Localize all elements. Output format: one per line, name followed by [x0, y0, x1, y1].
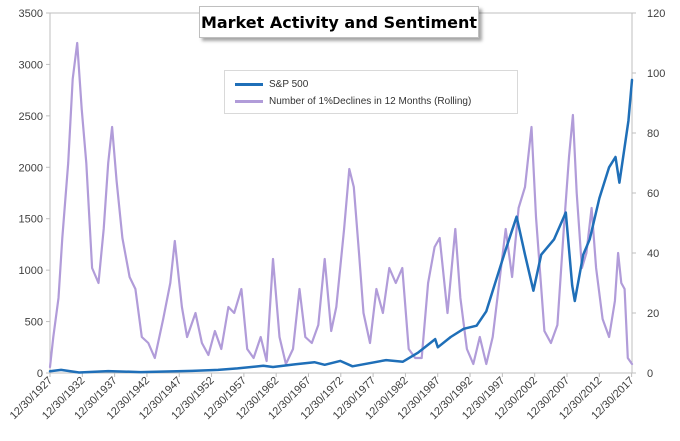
left-y-tick-label: 1500: [19, 214, 43, 226]
left-y-tick-label: 3500: [19, 8, 43, 20]
legend: S&P 500 Number of 1%Declines in 12 Month…: [224, 70, 518, 114]
legend-swatch-sp500: [235, 82, 263, 86]
chart-title: Market Activity and Sentiment: [200, 12, 478, 32]
legend-item-declines: Number of 1%Declines in 12 Months (Rolli…: [235, 94, 471, 108]
left-y-tick-label: 2500: [19, 111, 43, 123]
legend-label-sp500: S&P 500: [269, 78, 309, 90]
left-y-axis: 0 500 1000 1500 2000 2500 3000 3500: [19, 8, 50, 380]
left-y-tick-label: 3000: [19, 59, 43, 71]
right-y-tick-label: 60: [647, 188, 659, 200]
right-y-tick-label: 0: [647, 368, 653, 380]
right-y-tick-label: 80: [647, 128, 659, 140]
legend-swatch-declines: [235, 99, 263, 103]
left-y-tick-label: 0: [37, 368, 43, 380]
right-y-tick-label: 40: [647, 248, 659, 260]
series-layer: [48, 41, 634, 374]
x-axis: 12/30/192712/30/193212/30/193712/30/1942…: [8, 373, 637, 422]
legend-label-declines: Number of 1%Declines in 12 Months (Rolli…: [269, 95, 472, 107]
left-y-tick-label: 500: [25, 317, 43, 329]
right-y-tick-label: 20: [647, 308, 659, 320]
chart-title-box: Market Activity and Sentiment: [199, 6, 479, 38]
series-line-declines: [48, 41, 634, 369]
right-y-tick-label: 120: [647, 8, 665, 20]
legend-item-sp500: S&P 500: [235, 77, 308, 91]
left-y-tick-label: 2000: [19, 162, 43, 174]
right-y-tick-label: 100: [647, 68, 665, 80]
plot-area: [49, 12, 633, 374]
plot-border: [49, 12, 633, 374]
series-line-sp500: [48, 78, 634, 374]
left-y-tick-label: 1000: [19, 265, 43, 277]
right-y-axis: 0 20 40 60 80 100 120: [632, 8, 665, 380]
